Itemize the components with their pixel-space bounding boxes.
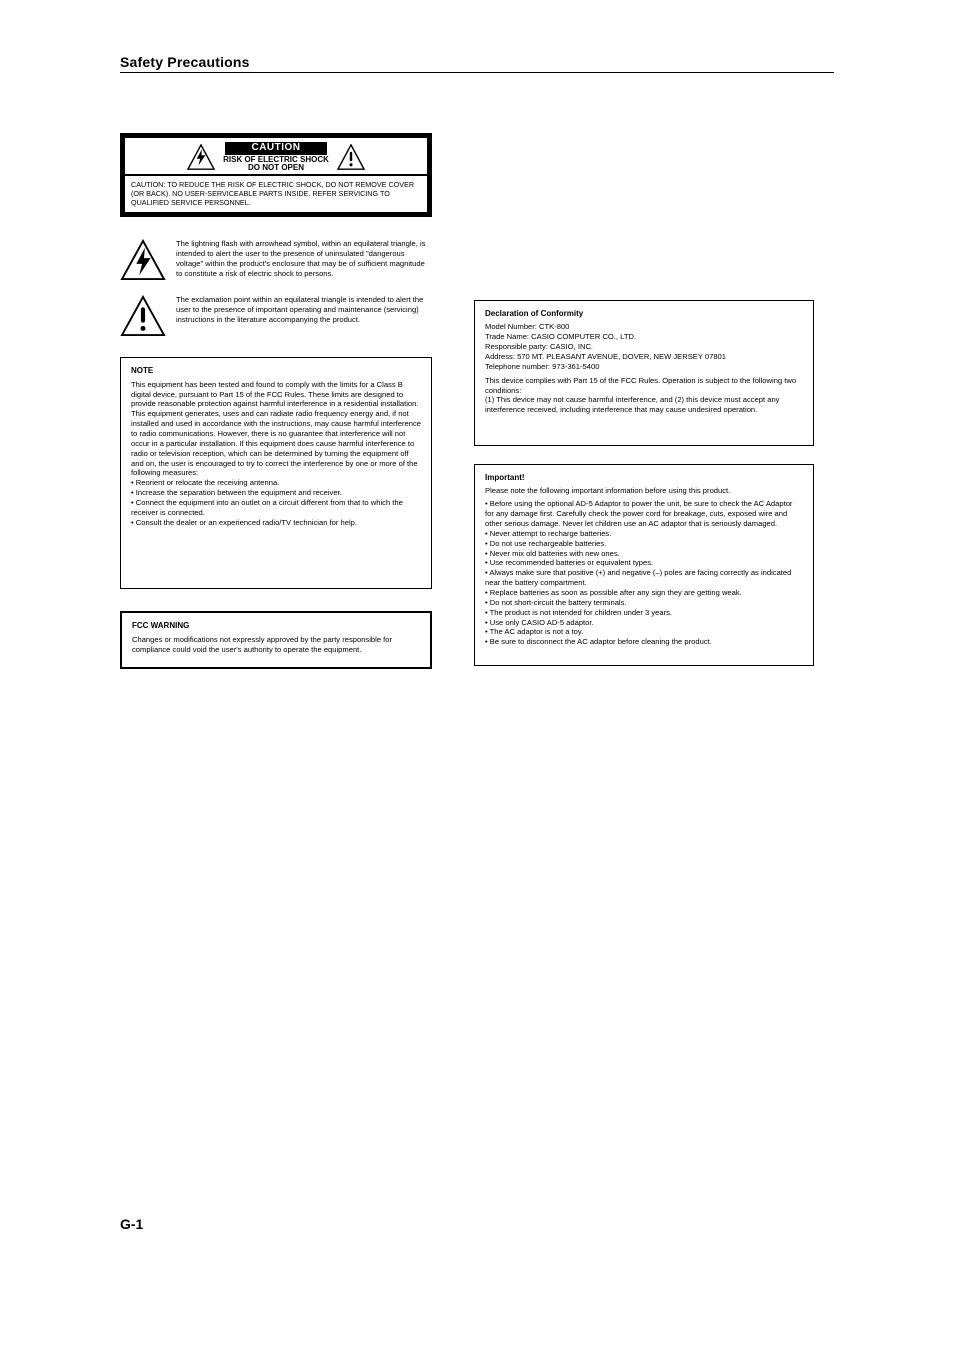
important-item-4: • Use recommended batteries or equivalen… bbox=[485, 558, 803, 568]
caution-box: CAUTION RISK OF ELECTRIC SHOCK DO NOT OP… bbox=[120, 133, 432, 217]
caution-box-header: CAUTION RISK OF ELECTRIC SHOCK DO NOT OP… bbox=[125, 138, 427, 176]
note-box: NOTE This equipment has been tested and … bbox=[120, 357, 432, 589]
important-item-9: • Use only CASIO AD-5 adaptor. bbox=[485, 618, 803, 628]
declaration-line-6: (1) This device may not cause harmful in… bbox=[485, 395, 803, 415]
declaration-heading: Declaration of Conformity bbox=[485, 309, 803, 319]
exclamation-explanation-text: The exclamation point within an equilate… bbox=[176, 295, 432, 325]
exclamation-triangle-icon bbox=[337, 144, 365, 170]
section-rule bbox=[120, 72, 834, 73]
caution-label-sub: RISK OF ELECTRIC SHOCK DO NOT OPEN bbox=[223, 156, 329, 173]
important-intro: Please note the following important info… bbox=[485, 486, 803, 496]
caution-box-body: CAUTION: TO REDUCE THE RISK OF ELECTRIC … bbox=[125, 176, 427, 212]
important-item-8: • The product is not intended for childr… bbox=[485, 608, 803, 618]
important-item-3: • Never mix old batteries with new ones. bbox=[485, 549, 803, 559]
lightning-explanation-text: The lightning flash with arrowhead symbo… bbox=[176, 239, 432, 278]
declaration-line-0: Model Number: CTK-800 bbox=[485, 322, 803, 332]
lightning-triangle-icon bbox=[187, 144, 215, 170]
caution-label-block: CAUTION RISK OF ELECTRIC SHOCK DO NOT OP… bbox=[223, 142, 329, 172]
important-item-6: • Replace batteries as soon as possible … bbox=[485, 588, 803, 598]
important-item-0: • Before using the optional AD-5 Adaptor… bbox=[485, 499, 803, 529]
important-item-10: • The AC adaptor is not a toy. bbox=[485, 627, 803, 637]
declaration-line-1: Trade Name: CASIO COMPUTER CO., LTD. bbox=[485, 332, 803, 342]
fcc-warning-heading: FCC WARNING bbox=[132, 621, 420, 631]
right-column: Declaration of Conformity Model Number: … bbox=[474, 300, 834, 666]
important-item-5: • Always make sure that positive (+) and… bbox=[485, 568, 803, 588]
important-item-7: • Do not short-circuit the battery termi… bbox=[485, 598, 803, 608]
declaration-line-2: Responsible party: CASIO, INC. bbox=[485, 342, 803, 352]
lightning-explanation-row: The lightning flash with arrowhead symbo… bbox=[120, 239, 432, 281]
lightning-triangle-icon-large bbox=[120, 239, 166, 281]
exclamation-explanation-row: The exclamation point within an equilate… bbox=[120, 295, 432, 337]
important-item-11: • Be sure to disconnect the AC adaptor b… bbox=[485, 637, 803, 647]
important-item-1: • Never attempt to recharge batteries. bbox=[485, 529, 803, 539]
important-item-2: • Do not use rechargeable batteries. bbox=[485, 539, 803, 549]
page-number: G-1 bbox=[120, 1216, 143, 1232]
note-box-heading: NOTE bbox=[131, 366, 421, 376]
declaration-line-3: Address: 570 MT. PLEASANT AVENUE, DOVER,… bbox=[485, 352, 803, 362]
declaration-box: Declaration of Conformity Model Number: … bbox=[474, 300, 814, 446]
fcc-warning-box: FCC WARNING Changes or modifications not… bbox=[120, 611, 432, 669]
important-heading: Important! bbox=[485, 473, 803, 483]
section-title: Safety Precautions bbox=[120, 54, 834, 70]
important-box: Important! Please note the following imp… bbox=[474, 464, 814, 666]
note-box-body: This equipment has been tested and found… bbox=[131, 380, 421, 528]
exclamation-triangle-icon-large bbox=[120, 295, 166, 337]
declaration-line-4: Telephone number: 973-361-5400 bbox=[485, 362, 803, 372]
fcc-warning-body: Changes or modifications not expressly a… bbox=[132, 635, 420, 655]
caution-label-top: CAUTION bbox=[225, 142, 326, 155]
declaration-line-5: This device complies with Part 15 of the… bbox=[485, 376, 803, 396]
